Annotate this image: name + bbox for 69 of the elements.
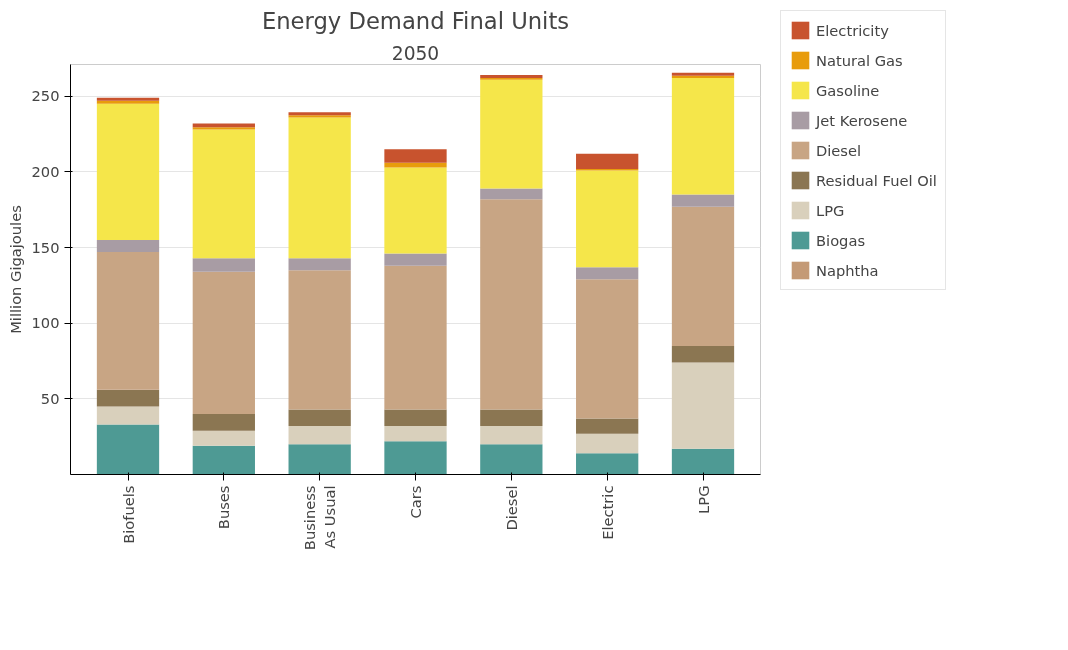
bar (288, 270, 351, 410)
bar (288, 117, 351, 259)
chart-title: Energy Demand Final Units (261, 7, 570, 34)
bar (480, 199, 543, 410)
x-tick-label: Cars (407, 485, 424, 519)
bar (96, 389, 160, 407)
legend-label: Residual Fuel Oil (816, 171, 937, 189)
bar (671, 345, 735, 363)
bar (192, 127, 255, 130)
legend-label: Natural Gas (816, 51, 903, 69)
bar (96, 424, 160, 475)
bar (480, 188, 543, 200)
bar (288, 409, 351, 427)
bar (192, 129, 255, 259)
y-axis-title: Million Gigajoules (6, 205, 24, 334)
bar (192, 271, 255, 414)
bar (671, 448, 735, 475)
bar (576, 267, 639, 280)
legend-label: Naphtha (816, 261, 879, 279)
bar (576, 279, 639, 419)
legend-label: Electricity (816, 21, 889, 39)
x-tick-label: Business As Usual (300, 485, 339, 551)
y-tick-label: 250 (31, 87, 60, 105)
bar (96, 252, 160, 390)
y-tick-label: 200 (31, 162, 60, 180)
bar (480, 409, 543, 427)
bar (288, 426, 351, 445)
legend-label: Jet Kerosene (816, 111, 908, 129)
bar (671, 206, 735, 346)
bar (576, 170, 639, 268)
legend-label: Biogas (816, 231, 866, 249)
bar (192, 430, 255, 446)
y-tick-label: 150 (31, 238, 60, 256)
legend-label: Gasoline (816, 81, 880, 99)
chart-subtitle: 2050 (391, 42, 440, 64)
bar (192, 258, 255, 272)
bar (96, 406, 160, 425)
x-tick-label: Biofuels (119, 485, 137, 544)
bar (384, 426, 447, 442)
x-tick-label: Diesel (502, 485, 520, 531)
bar (576, 433, 639, 454)
bar (192, 445, 255, 475)
bar (576, 453, 639, 475)
bar (384, 441, 447, 475)
bar (288, 258, 351, 271)
bar (96, 103, 160, 240)
bar (671, 362, 735, 449)
x-tick-label: LPG (694, 485, 712, 514)
y-tick-label: 100 (31, 314, 60, 332)
bar (480, 79, 543, 189)
bar (288, 444, 351, 475)
bar (480, 444, 543, 475)
legend-label: LPG (816, 201, 845, 219)
bar (96, 240, 160, 253)
legend-label: Diesel (816, 141, 862, 159)
x-tick-label: Buses (215, 485, 233, 530)
bar (384, 409, 447, 427)
y-tick-label: 50 (40, 389, 60, 407)
bar (192, 413, 255, 431)
bar (384, 167, 447, 254)
x-tick-label: Electric (598, 485, 616, 540)
bar (576, 153, 639, 169)
bar (480, 426, 543, 445)
bar (384, 253, 447, 266)
bar (576, 418, 639, 434)
bar (671, 194, 735, 207)
bar (671, 78, 735, 195)
bar (384, 149, 447, 163)
bar (384, 265, 447, 410)
